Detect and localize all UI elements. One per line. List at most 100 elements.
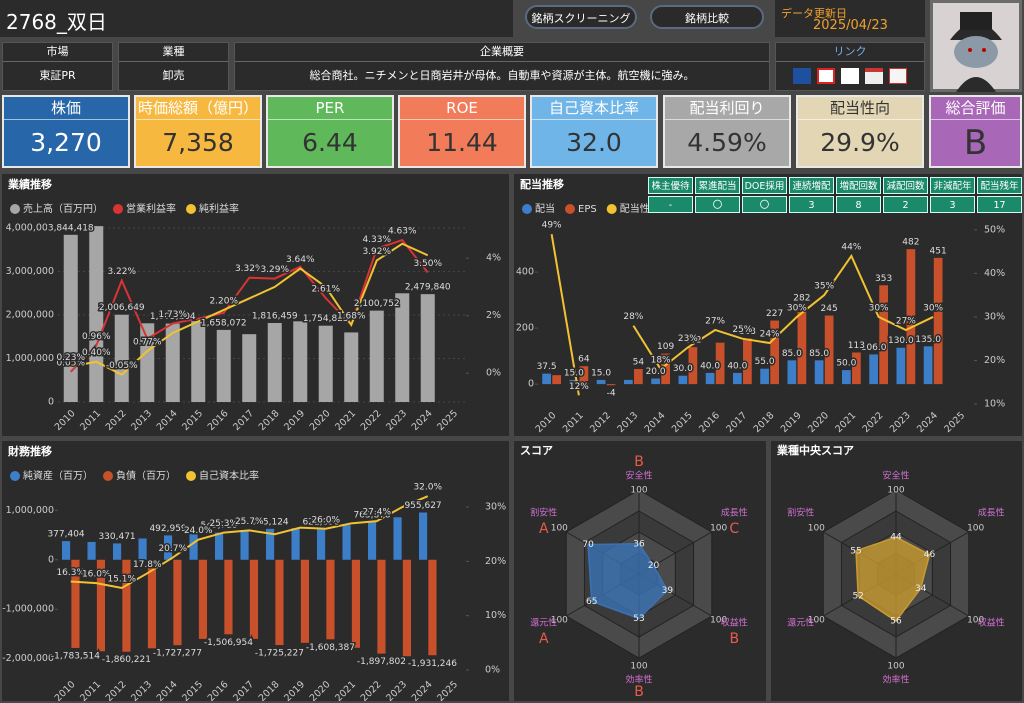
y2-tick-label: 10% bbox=[984, 399, 1005, 410]
data-label: 54 bbox=[633, 358, 645, 368]
data-label: 26.0% bbox=[311, 515, 340, 525]
data-label: 763,878 bbox=[353, 510, 390, 520]
bar bbox=[300, 559, 310, 643]
x-tick-label: 2019 bbox=[282, 679, 307, 701]
table-value: 8 bbox=[836, 196, 881, 213]
x-tick-label: 2013 bbox=[129, 679, 154, 701]
bar bbox=[715, 342, 725, 385]
legend-label: EPS bbox=[578, 204, 597, 215]
update-box: データ更新日 2025/04/23 bbox=[775, 0, 925, 37]
line bbox=[550, 234, 580, 396]
data-label: -0.05% bbox=[106, 361, 138, 371]
bar bbox=[797, 305, 807, 385]
data-label: 3.22% bbox=[107, 267, 136, 277]
x-tick-label: 2011 bbox=[78, 408, 103, 433]
x-tick-label: 2016 bbox=[206, 408, 231, 433]
y-tick-label: 0 bbox=[48, 397, 54, 408]
bar bbox=[624, 379, 633, 385]
bar bbox=[569, 379, 579, 385]
kpi-value: 6.44 bbox=[302, 128, 358, 157]
value-label: 52 bbox=[852, 591, 863, 601]
x-tick-label: 2015 bbox=[180, 679, 205, 701]
data-label: 132 bbox=[684, 336, 701, 346]
bar bbox=[342, 525, 351, 560]
data-label: 0.23% bbox=[56, 353, 85, 363]
data-label: 109 bbox=[657, 342, 674, 352]
data-label: 1.73% bbox=[158, 310, 187, 320]
x-tick-label: 2021 bbox=[333, 679, 358, 701]
x-tick-label: 2013 bbox=[129, 408, 154, 433]
value-label: 56 bbox=[890, 617, 902, 627]
bar bbox=[879, 285, 888, 385]
bar bbox=[923, 346, 933, 385]
bar bbox=[906, 249, 916, 385]
line bbox=[70, 242, 429, 376]
grade: A bbox=[539, 631, 549, 647]
link-icon[interactable] bbox=[793, 68, 811, 84]
link-icon[interactable] bbox=[841, 68, 859, 84]
bar bbox=[596, 379, 606, 385]
bar bbox=[96, 559, 106, 652]
link-icon[interactable] bbox=[817, 68, 835, 84]
data-label: 135.0 bbox=[915, 335, 941, 345]
data-label: 24.0% bbox=[184, 526, 213, 536]
data-label: -1,931,246 bbox=[408, 659, 457, 669]
bar bbox=[242, 334, 257, 402]
data-label: 24% bbox=[760, 330, 780, 340]
value-label: 46 bbox=[924, 550, 936, 560]
axis-max-label: 100 bbox=[710, 524, 727, 534]
x-tick-label: 2018 bbox=[257, 408, 282, 433]
data-label: 25.3% bbox=[209, 519, 238, 529]
market-value: 東証PR bbox=[39, 69, 76, 82]
kpi-label: 自己資本比率 bbox=[532, 97, 656, 120]
data-label: 282 bbox=[793, 294, 810, 304]
bar bbox=[87, 541, 96, 560]
data-label: -1,727,277 bbox=[153, 649, 202, 659]
legend-marker bbox=[186, 204, 196, 214]
screening-button[interactable]: 銘柄スクリーニング bbox=[525, 5, 637, 29]
bar bbox=[165, 323, 180, 402]
x-tick-label: 2024 bbox=[410, 679, 435, 701]
bar bbox=[189, 534, 198, 560]
axis-max-label: 100 bbox=[967, 616, 984, 626]
link-icon[interactable] bbox=[865, 68, 883, 84]
x-tick-label: 2018 bbox=[257, 679, 282, 701]
x-tick-label: 2016 bbox=[697, 410, 722, 435]
bar bbox=[89, 226, 104, 402]
axis-label: 割安性 bbox=[530, 507, 557, 519]
bar bbox=[240, 530, 249, 560]
data-label: 353 bbox=[875, 274, 892, 284]
bar bbox=[420, 294, 435, 402]
y2-tick-label: 2% bbox=[486, 310, 501, 321]
data-label: 3.32% bbox=[235, 264, 264, 274]
data-label: 163 bbox=[739, 327, 756, 337]
data-label: 20.0 bbox=[646, 367, 666, 377]
y2-tick-label: 50% bbox=[984, 224, 1005, 235]
bar bbox=[316, 529, 326, 560]
legend-label: 配当 bbox=[535, 202, 555, 215]
bar bbox=[760, 368, 769, 385]
x-tick-label: 2019 bbox=[282, 408, 307, 433]
kpi-value: 32.0 bbox=[566, 128, 622, 157]
kpi-label: 株価 bbox=[4, 97, 128, 120]
data-label: 85.0 bbox=[809, 349, 829, 359]
legend-marker bbox=[565, 204, 575, 214]
industry-label: 業種 bbox=[119, 43, 228, 62]
x-tick-label: 2011 bbox=[78, 679, 103, 701]
bar bbox=[318, 325, 333, 402]
compare-button[interactable]: 銘柄比較 bbox=[650, 5, 764, 29]
line bbox=[70, 495, 429, 590]
bar bbox=[147, 559, 157, 649]
table-header: 配当残年 bbox=[977, 177, 1022, 194]
data-label: 18% bbox=[651, 356, 671, 366]
data-label: 27% bbox=[705, 316, 725, 326]
axis-max-label: 100 bbox=[808, 524, 825, 534]
bar bbox=[377, 559, 386, 654]
data-label: 0.96% bbox=[82, 332, 111, 342]
link-icon[interactable] bbox=[889, 68, 907, 84]
bar bbox=[265, 528, 275, 560]
kpi-value: 3,270 bbox=[30, 128, 102, 157]
grade: B bbox=[634, 454, 644, 470]
data-label: 1,658,072 bbox=[201, 318, 247, 328]
